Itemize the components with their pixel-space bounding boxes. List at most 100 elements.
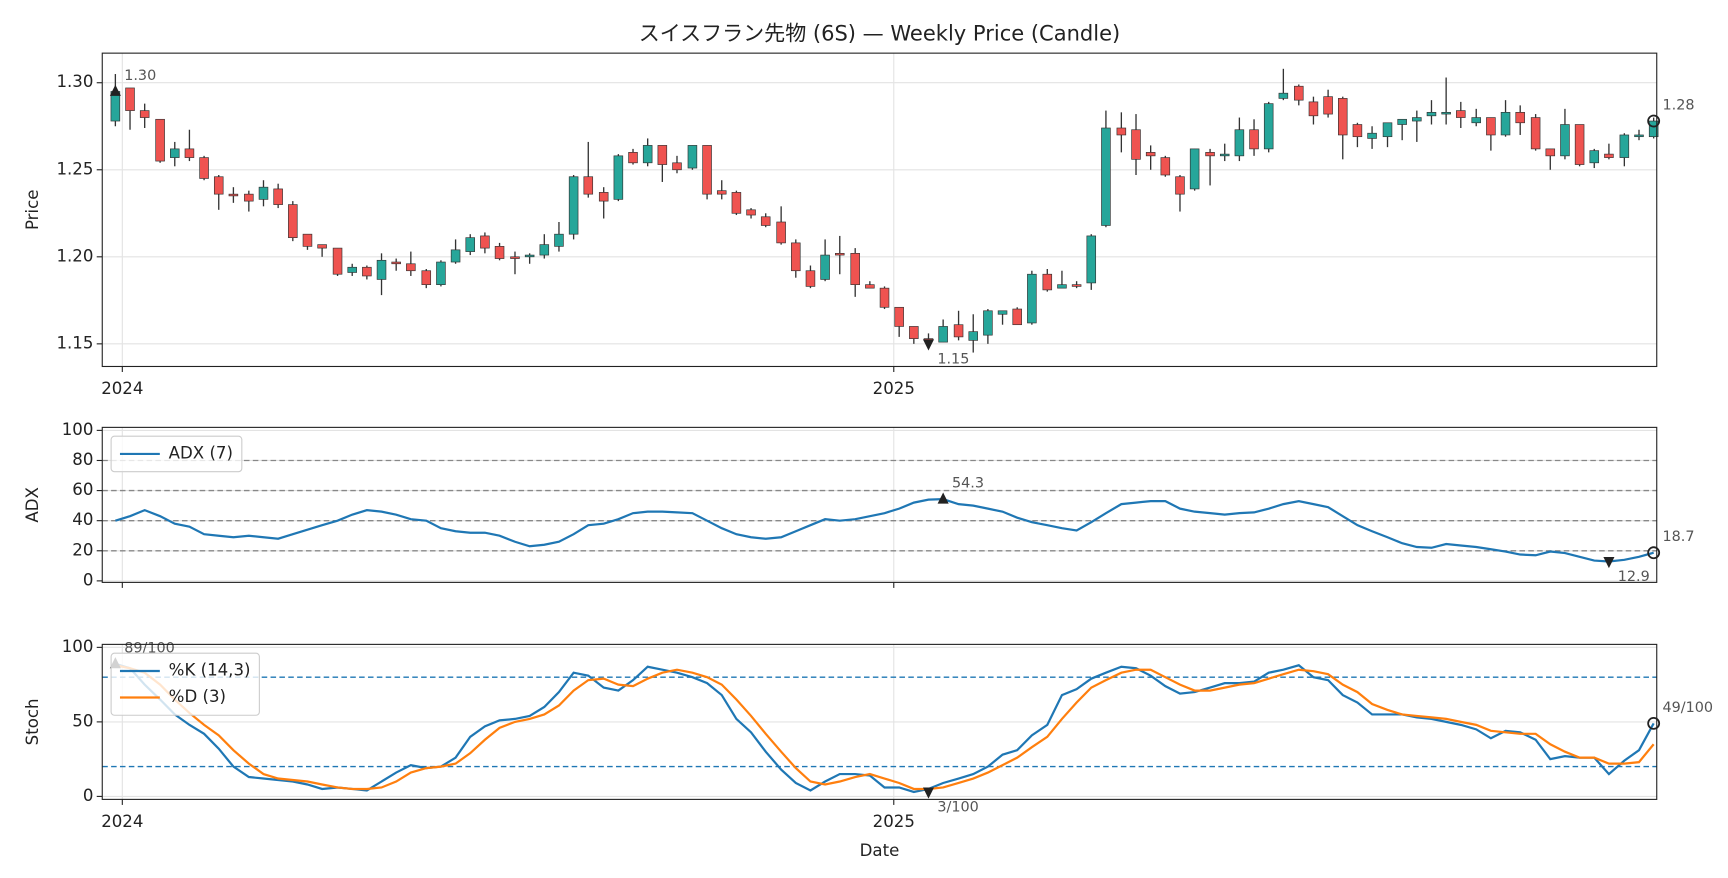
candle-body <box>835 252 845 256</box>
candle-body <box>760 216 771 226</box>
candle-body <box>302 233 313 247</box>
plot-frame <box>101 643 1658 800</box>
candle-body <box>332 247 343 275</box>
annotation-label: 12.9 <box>1618 569 1650 585</box>
candle-body <box>1338 98 1348 136</box>
candle-body <box>1027 273 1037 324</box>
candle-body <box>125 87 135 111</box>
annotation-marker <box>922 787 935 799</box>
candle-body <box>317 244 327 249</box>
candle-body <box>894 306 904 327</box>
candle-body <box>1397 118 1407 125</box>
annotation-marker <box>1647 716 1661 730</box>
annotation-label: 54.3 <box>952 476 984 492</box>
candle-body <box>657 145 668 165</box>
candle-body <box>406 263 416 272</box>
annotation-label: 3/100 <box>937 799 978 815</box>
candle-body <box>702 145 712 195</box>
candle-body <box>1234 129 1245 157</box>
candle-body <box>1426 111 1437 117</box>
candle-body <box>155 118 165 162</box>
candle-body <box>170 148 180 158</box>
candle-body <box>1456 110 1466 118</box>
candle-body <box>1249 129 1259 150</box>
candle-body <box>1086 235 1097 284</box>
annotation-marker <box>109 84 121 96</box>
candle-body <box>1441 111 1451 115</box>
candle-body <box>1205 152 1215 157</box>
y-tick-label: 1.20 <box>56 246 93 265</box>
candle-body <box>938 326 948 343</box>
candle-body <box>539 244 550 256</box>
legend: %K (14,3) %D (3) <box>110 652 260 716</box>
annotation-marker <box>1647 546 1661 560</box>
legend-label: %D (3) <box>169 687 226 706</box>
candle-body <box>288 204 298 238</box>
legend-box <box>110 435 243 473</box>
candle-body <box>716 190 727 195</box>
y-tick-label: 1.25 <box>56 159 93 178</box>
y-axis-label: ADX <box>23 487 42 523</box>
candle-body <box>1042 273 1053 291</box>
candle-body <box>273 188 283 205</box>
candle-body <box>1116 127 1127 136</box>
candle-body <box>791 242 801 272</box>
annotation-label: 49/100 <box>1663 700 1714 716</box>
candle-body <box>642 145 653 164</box>
candle-body <box>362 266 372 277</box>
candle-body <box>1515 111 1525 124</box>
x-tick-label: 2024 <box>101 379 143 398</box>
candle-body <box>376 259 387 280</box>
y-tick-label: 100 <box>62 637 94 656</box>
annotation-marker <box>1647 114 1661 128</box>
y-tick-label: 80 <box>72 450 93 469</box>
annotation-label: 1.28 <box>1663 98 1695 114</box>
annotation-label: 18.7 <box>1663 529 1695 545</box>
series-line <box>115 662 1655 794</box>
annotation-marker <box>922 339 935 351</box>
series-line <box>115 498 1654 563</box>
candle-body <box>1412 117 1422 122</box>
annotation-label: 1.30 <box>124 68 156 84</box>
candle-body <box>1634 134 1644 138</box>
candle-body <box>568 176 579 235</box>
y-tick-label: 50 <box>72 711 93 730</box>
candle-body <box>598 192 609 202</box>
candle-body <box>879 287 890 308</box>
candle-body <box>909 326 919 339</box>
candle-body <box>820 254 830 280</box>
plot-frame <box>101 426 1658 583</box>
x-tick-label: 2025 <box>873 379 915 398</box>
y-tick-label: 60 <box>72 480 93 499</box>
candle-body <box>524 254 535 258</box>
candle-body <box>865 284 875 289</box>
candle-body <box>953 324 964 338</box>
candle-body <box>1145 152 1156 157</box>
legend-label: %K (14,3) <box>169 660 251 679</box>
candle-body <box>613 155 624 200</box>
annotation-label: 1.15 <box>937 351 969 367</box>
candle-body <box>347 266 357 273</box>
candle-body <box>228 193 239 197</box>
candle-body <box>1160 157 1171 176</box>
candle-body <box>421 270 432 285</box>
candle-body <box>1471 117 1481 124</box>
y-tick-label: 0 <box>83 570 94 589</box>
y-tick-label: 20 <box>72 540 93 559</box>
candle-body <box>968 331 978 341</box>
chart-title: スイスフラン先物 (6S) — Weekly Price (Candle) <box>639 20 1121 45</box>
candle-body <box>1131 129 1141 160</box>
candle-body <box>510 256 520 259</box>
candle-body <box>1057 284 1067 289</box>
candle-body <box>1175 176 1185 195</box>
x-axis-label: Date <box>860 841 900 860</box>
candle-body <box>1560 124 1570 157</box>
candle-body <box>687 145 698 169</box>
candle-body <box>628 152 638 164</box>
legend-box <box>110 652 260 716</box>
y-axis-label: Stoch <box>23 698 42 745</box>
candle-body <box>244 193 254 202</box>
candle-body <box>436 261 446 285</box>
candle-body <box>776 221 786 244</box>
candle-body <box>1382 122 1393 138</box>
